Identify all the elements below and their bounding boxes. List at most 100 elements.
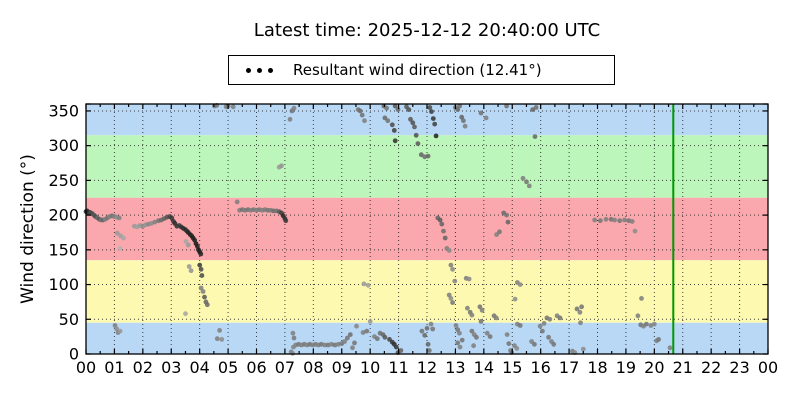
data-point <box>350 345 355 351</box>
x-tick-label: 16 <box>530 358 550 377</box>
data-point <box>382 334 388 340</box>
data-point <box>393 344 399 350</box>
data-point <box>578 320 583 326</box>
data-point <box>199 273 205 278</box>
data-point <box>466 276 472 282</box>
data-point <box>342 339 347 344</box>
data-point <box>504 103 509 109</box>
data-point <box>291 105 297 111</box>
sector-band <box>86 104 768 136</box>
data-point <box>493 315 499 321</box>
data-point <box>504 212 509 218</box>
data-point <box>427 105 433 110</box>
x-tick-label: 04 <box>189 358 209 377</box>
x-tick-label: 01 <box>104 358 124 377</box>
x-tick-label: 18 <box>587 358 607 377</box>
data-point <box>497 229 502 235</box>
legend-label: Resultant wind direction (12.41°) <box>293 61 542 79</box>
data-point <box>506 341 512 346</box>
data-point <box>428 321 434 327</box>
data-point <box>455 340 461 346</box>
data-point <box>362 118 367 124</box>
data-point <box>430 116 436 121</box>
data-point <box>533 105 539 110</box>
x-tick-label: 00 <box>76 358 96 377</box>
data-point <box>360 330 366 335</box>
data-point <box>345 335 350 341</box>
sector-band <box>86 260 768 323</box>
y-tick-label: 350 <box>48 101 79 120</box>
data-point <box>592 217 598 223</box>
data-point <box>117 246 123 251</box>
data-point <box>574 306 580 312</box>
data-point <box>367 319 373 324</box>
data-point <box>455 107 461 112</box>
legend: Resultant wind direction (12.41°) <box>228 55 615 85</box>
x-tick-label: 15 <box>502 358 522 377</box>
data-point <box>410 120 416 126</box>
data-point <box>442 235 448 241</box>
data-point <box>197 262 203 268</box>
data-point <box>398 348 404 353</box>
x-tick-label: 07 <box>275 358 295 377</box>
axis-ticks <box>85 103 769 355</box>
data-point <box>461 118 466 124</box>
tick-labels: 00 01 02 03 04 05 06 07 08 09 10 11 12 13 14 15 16 17 18 19… <box>48 101 778 377</box>
data-point <box>532 134 538 140</box>
data-point <box>612 217 617 223</box>
x-tick-label: 20 <box>644 358 664 377</box>
data-point <box>291 335 297 341</box>
data-point <box>514 346 520 351</box>
data-point <box>617 218 623 224</box>
data-point <box>457 330 462 336</box>
data-point <box>391 127 397 133</box>
data-point <box>580 346 586 352</box>
data-point <box>374 336 380 342</box>
x-tick-label: 00 <box>758 358 778 377</box>
data-point <box>651 321 657 327</box>
data-point <box>557 315 563 321</box>
scatter-marker-icon <box>246 67 279 73</box>
data-point <box>577 309 583 315</box>
data-point <box>412 124 417 130</box>
y-tick-label: 200 <box>48 206 79 225</box>
data-point <box>217 328 223 333</box>
x-tick-label: 06 <box>246 358 266 377</box>
data-point <box>198 285 204 291</box>
data-point <box>532 341 537 347</box>
data-point <box>448 296 454 301</box>
data-point <box>290 330 296 336</box>
data-point <box>188 268 194 274</box>
data-point <box>644 321 649 327</box>
data-point <box>186 264 192 269</box>
data-point <box>517 323 523 328</box>
data-point <box>551 341 557 347</box>
data-point <box>459 337 465 343</box>
data-point <box>441 228 446 234</box>
data-point <box>287 116 293 122</box>
data-point <box>487 334 493 339</box>
data-point <box>322 342 328 348</box>
data-point <box>433 133 439 139</box>
data-point <box>389 122 395 128</box>
data-point <box>484 330 490 336</box>
y-tick-label: 50 <box>59 310 79 329</box>
data-point <box>121 235 126 241</box>
data-point <box>359 112 365 118</box>
y-tick-label: 100 <box>48 275 79 294</box>
data-point <box>457 344 463 350</box>
data-point <box>202 294 207 300</box>
data-point <box>537 323 543 329</box>
data-point <box>526 183 532 189</box>
data-point <box>635 313 641 319</box>
data-point <box>365 282 371 288</box>
data-point <box>446 248 452 253</box>
data-point <box>465 305 470 311</box>
x-tick-label: 23 <box>729 358 749 377</box>
data-point <box>478 110 484 116</box>
x-tick-label: 10 <box>360 358 380 377</box>
x-tick-label: 05 <box>218 358 238 377</box>
data-point <box>415 141 421 147</box>
data-point <box>392 138 398 144</box>
